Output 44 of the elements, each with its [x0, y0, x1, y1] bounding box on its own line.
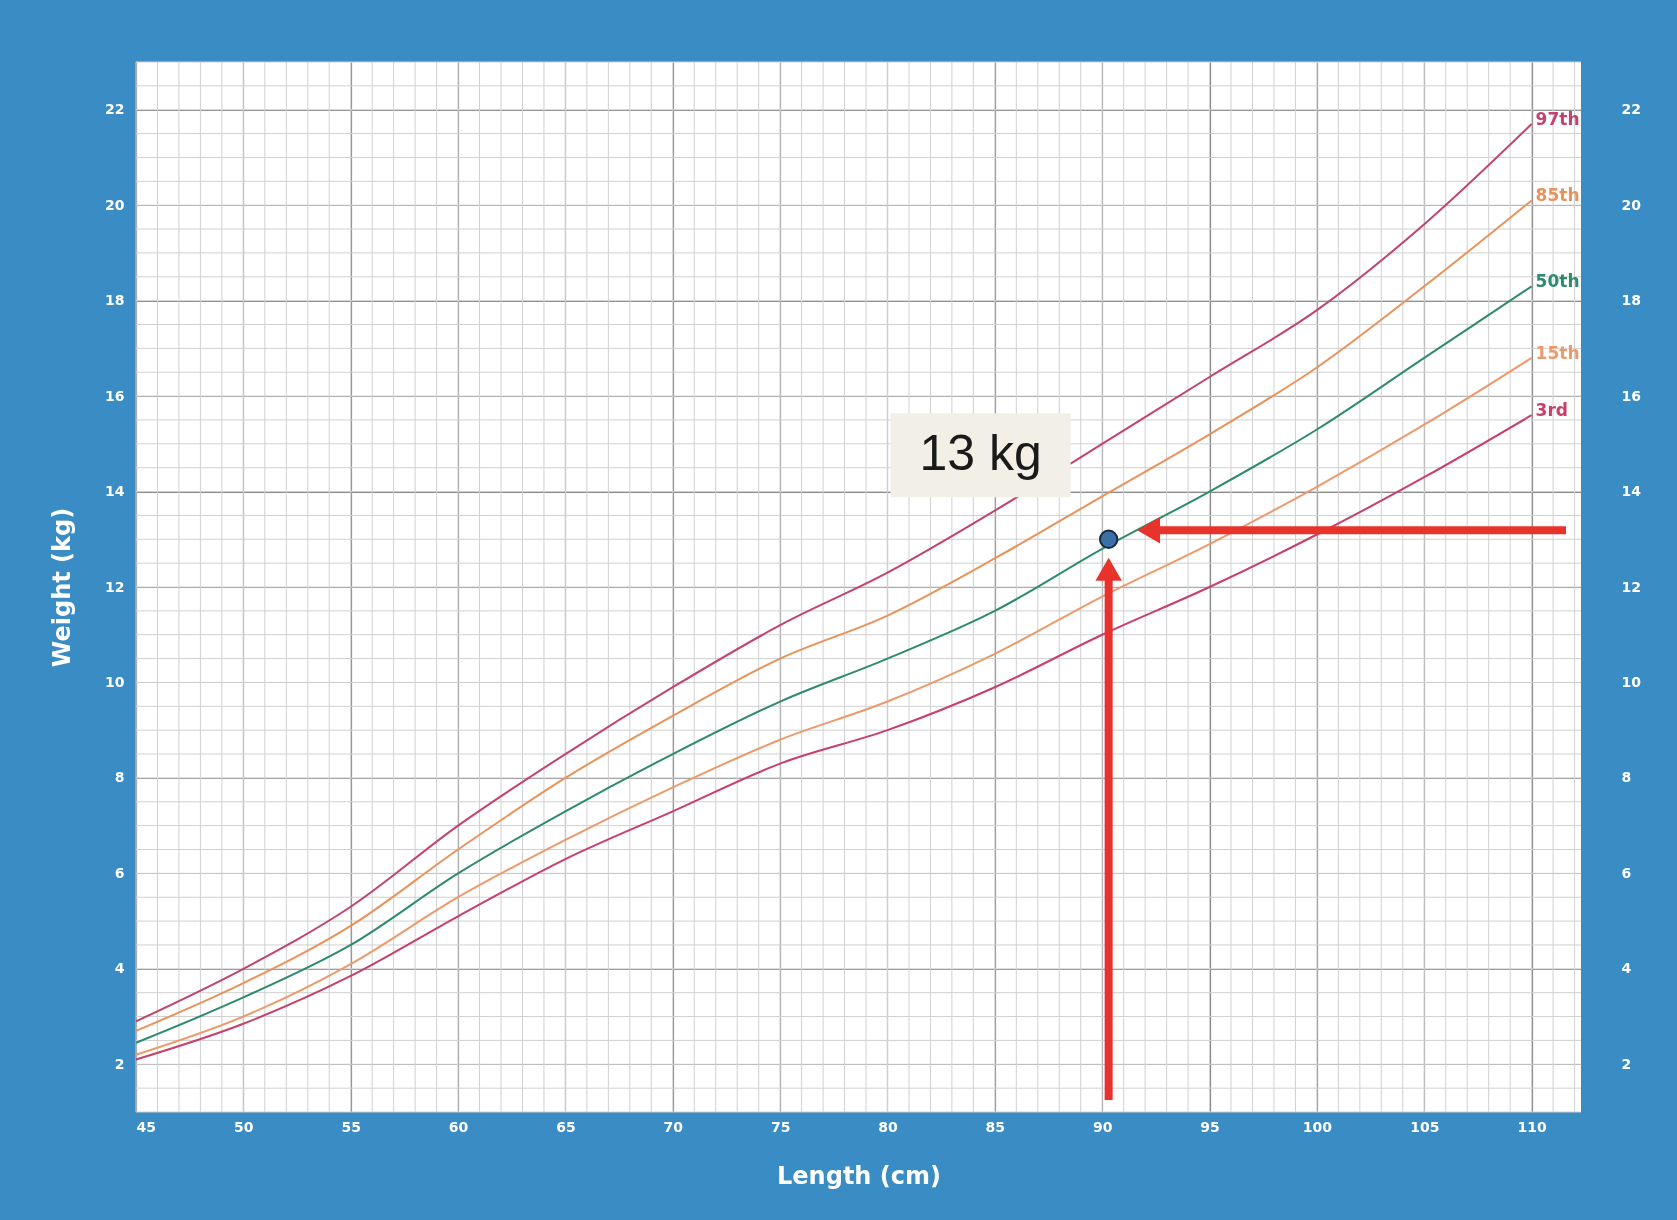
x-tick-label: 85: [985, 1118, 1006, 1135]
y-tick-label: 16: [105, 387, 125, 404]
x-tick-label: 75: [770, 1118, 791, 1135]
y2-tick-label: 22: [1621, 101, 1641, 118]
y2-tick-label: 10: [1621, 673, 1642, 690]
series-label: 85th: [1535, 185, 1580, 206]
x-tick-label: 50: [234, 1118, 254, 1135]
series-label: 97th: [1535, 109, 1580, 130]
y2-tick-label: 14: [1621, 483, 1642, 500]
y2-tick-label: 2: [1621, 1055, 1632, 1072]
series-label: 3rd: [1535, 400, 1569, 421]
y2-tick-label: 8: [1621, 769, 1632, 786]
x-tick-label: 80: [878, 1118, 898, 1135]
x-tick-label: 90: [1092, 1118, 1113, 1135]
y-tick-label: 4: [114, 960, 125, 977]
y2-tick-label: 12: [1621, 578, 1641, 595]
series-label: 15th: [1535, 342, 1580, 363]
x-tick-label: 55: [341, 1118, 361, 1135]
y-tick-label: 20: [105, 196, 125, 213]
y-tick-label: 8: [114, 769, 125, 786]
y2-tick-label: 18: [1621, 292, 1641, 309]
x-tick-label: 60: [448, 1118, 469, 1135]
x-tick-label: 110: [1517, 1118, 1547, 1135]
x-tick-label: 65: [556, 1118, 576, 1135]
y-axis-title: Weight (kg): [48, 507, 77, 668]
annotation: 13 kg: [919, 425, 1042, 482]
y2-tick-label: 6: [1621, 864, 1632, 881]
y-tick-label: 12: [105, 578, 125, 595]
series-label: 50th: [1535, 271, 1580, 292]
x-tick-label: 45: [136, 1118, 156, 1135]
x-tick-label: 105: [1410, 1118, 1440, 1135]
x-tick-label: 95: [1200, 1118, 1220, 1135]
y2-tick-label: 16: [1621, 387, 1641, 404]
y-tick-label: 22: [105, 101, 125, 118]
y2-tick-label: 20: [1621, 196, 1642, 213]
y-tick-label: 18: [105, 292, 125, 309]
x-tick-label: 100: [1302, 1118, 1333, 1135]
y-tick-label: 10: [105, 673, 125, 690]
y-tick-label: 14: [105, 483, 125, 500]
x-tick-label: 70: [663, 1118, 684, 1135]
y-tick-label: 6: [114, 864, 125, 881]
y-tick-label: 2: [114, 1055, 125, 1072]
x-axis-title: Length (cm): [777, 1161, 941, 1190]
y2-tick-label: 4: [1621, 960, 1632, 977]
